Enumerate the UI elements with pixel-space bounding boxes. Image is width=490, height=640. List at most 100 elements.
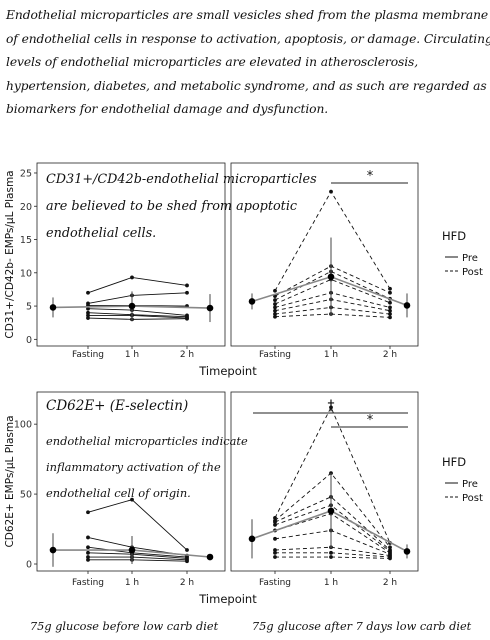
intro-line: of endothelial cells in response to acti… xyxy=(6,31,490,46)
subject-point xyxy=(86,310,90,315)
legend-post-label: Post xyxy=(462,493,483,504)
subject-point xyxy=(185,316,189,321)
significance-marker: * xyxy=(367,413,374,428)
panel2-annotation: endothelial microparticles indicate infl… xyxy=(46,428,248,506)
legend-title: HFD xyxy=(442,455,466,469)
legend-post-label: Post xyxy=(462,267,483,278)
subject-point xyxy=(273,314,277,319)
subject-point xyxy=(388,545,392,550)
caption-right: 75g glucose after 7 days low carb diet xyxy=(252,620,472,633)
x-tick-label: Fasting xyxy=(72,578,104,588)
legend-title: HFD xyxy=(442,229,466,243)
mean-point xyxy=(248,298,256,305)
x-tick-label: 2 h xyxy=(180,350,194,360)
mean-point xyxy=(248,535,256,543)
subject-point xyxy=(388,556,392,561)
subject-line xyxy=(87,276,188,294)
subject-point xyxy=(273,305,277,310)
subject-point xyxy=(86,555,90,559)
x-tick-label: 2 h xyxy=(383,578,397,588)
subject-line xyxy=(87,308,188,316)
intro-line: biomarkers for endothelial damage and dy… xyxy=(6,102,329,116)
y-tick-label: 50 xyxy=(20,490,32,501)
subject-point xyxy=(185,559,189,564)
y-tick-label: 5 xyxy=(26,302,32,313)
intro-paragraph: Endothelial microparticles are small ves… xyxy=(6,4,490,122)
subject-line xyxy=(87,499,188,551)
subject-point xyxy=(185,548,189,552)
subject-point xyxy=(388,290,392,295)
y-tick-label: 15 xyxy=(20,235,32,246)
subject-point xyxy=(86,535,90,540)
facet-frame xyxy=(230,162,419,347)
annotation-line: inflammatory activation of the xyxy=(46,460,221,474)
y-axis-title: CD31+/CD42b- EMPs/μL Plasma xyxy=(4,170,16,338)
mean-point xyxy=(49,304,57,311)
x-tick-label: Fasting xyxy=(259,350,291,360)
subject-point xyxy=(388,305,392,310)
x-tick-label: 1 h xyxy=(125,350,139,360)
subject-point xyxy=(273,312,277,316)
subject-point xyxy=(86,316,90,320)
subject-point xyxy=(329,189,333,194)
x-tick-label: 2 h xyxy=(180,578,194,588)
x-tick-label: Fasting xyxy=(72,350,104,360)
mean-point xyxy=(403,548,411,555)
subject-line xyxy=(87,317,188,320)
panel2-annotation-title: CD62E+ (E-selectin) xyxy=(46,398,189,414)
subject-point xyxy=(329,555,333,559)
subject-point xyxy=(185,283,189,288)
subject-point xyxy=(86,306,90,311)
subject-point xyxy=(273,308,277,313)
legend-pre-label: Pre xyxy=(462,253,478,264)
subject-line xyxy=(274,270,391,301)
subject-point xyxy=(185,290,189,295)
mean-point xyxy=(327,273,335,281)
y-tick-label: 0 xyxy=(26,335,32,346)
x-tick-label: 2 h xyxy=(383,350,397,360)
subject-line xyxy=(274,298,391,312)
subject-point xyxy=(329,550,333,555)
significance-marker: * xyxy=(367,169,374,184)
mean-point xyxy=(327,507,335,515)
panel1-annotation: CD31+/CD42b-endothelial microparticles a… xyxy=(46,166,317,247)
annotation-line: endothelial cells. xyxy=(46,226,157,241)
subject-point xyxy=(388,286,392,291)
subject-point xyxy=(86,557,90,562)
subject-point xyxy=(273,298,277,302)
subject-point xyxy=(329,405,333,410)
x-axis-title: Timepoint xyxy=(198,364,257,378)
mean-point xyxy=(49,546,57,554)
subject-point xyxy=(273,515,277,520)
facet-frame xyxy=(36,162,226,347)
y-axis-title: CD62E+ EMPs/μL Plasma xyxy=(4,415,16,547)
mean-point xyxy=(206,304,214,312)
subject-point xyxy=(388,312,392,316)
mean-point xyxy=(403,302,411,309)
annotation-line: endothelial cell of origin. xyxy=(46,486,191,500)
intro-line: levels of endothelial microparticles are… xyxy=(6,55,419,69)
facet-frame xyxy=(230,391,419,572)
intro-line: Endothelial microparticles are small ves… xyxy=(6,8,489,22)
subject-point xyxy=(86,545,90,550)
subject-point xyxy=(273,302,277,306)
caption-left: 75g glucose before low carb diet xyxy=(30,620,219,633)
subject-point xyxy=(388,300,392,305)
subject-line xyxy=(87,312,188,318)
mean-point xyxy=(206,553,214,561)
x-tick-label: 1 h xyxy=(324,350,338,360)
x-tick-label: Fasting xyxy=(259,578,291,588)
x-axis-title: Timepoint xyxy=(198,592,257,606)
intro-line: hypertension, diabetes, and metabolic sy… xyxy=(6,78,487,93)
subject-line xyxy=(87,292,188,304)
significance-marker: † xyxy=(328,398,335,414)
subject-point xyxy=(86,290,90,295)
subject-point xyxy=(273,548,277,552)
y-tick-label: 10 xyxy=(20,268,32,279)
annotation-line: CD31+/CD42b-endothelial microparticles xyxy=(46,172,317,187)
legend-pre-label: Pre xyxy=(462,479,478,490)
subject-point xyxy=(86,550,90,555)
subject-point xyxy=(273,536,277,541)
subject-point xyxy=(86,313,90,318)
